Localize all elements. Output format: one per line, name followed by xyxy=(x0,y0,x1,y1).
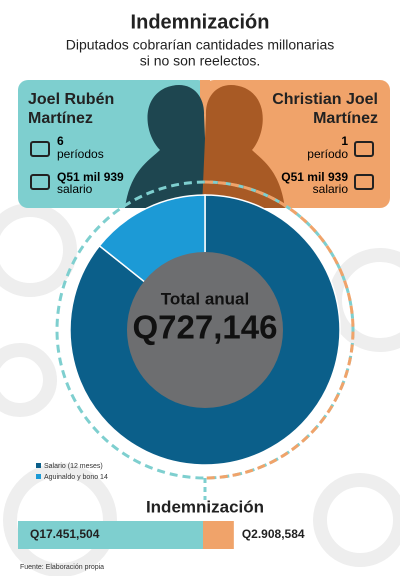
subtitle: si no son reelectos. xyxy=(140,53,261,69)
legend-label: Aguinaldo y bono 14 xyxy=(44,474,108,481)
person-name: Joel Rubén xyxy=(28,91,114,108)
bar xyxy=(18,521,203,549)
person-name: Martínez xyxy=(28,110,93,127)
salary: Q51 mil 939 xyxy=(281,170,348,184)
salary-label: salario xyxy=(57,182,93,196)
person-name: Martínez xyxy=(313,110,378,127)
legend-swatch xyxy=(36,474,41,479)
periods: 1 xyxy=(341,134,348,148)
periods: 6 xyxy=(57,134,64,148)
source: Fuente: Elaboración propia xyxy=(20,564,104,571)
silhouette xyxy=(202,85,285,208)
salary-label: salario xyxy=(313,182,349,196)
bar-label: Q17.451,504 xyxy=(30,527,100,541)
subtitle: Diputados cobrarían cantidades millonari… xyxy=(66,37,334,53)
icon xyxy=(30,141,50,157)
donut-hole xyxy=(127,252,283,408)
legend-swatch xyxy=(36,463,41,468)
icon xyxy=(354,141,374,157)
salary: Q51 mil 939 xyxy=(57,170,124,184)
periods-label: períodos xyxy=(57,147,104,161)
title: Indemnización xyxy=(131,11,270,33)
bar-title: Indemnización xyxy=(146,497,264,516)
bar-label: Q2.908,584 xyxy=(242,527,305,541)
silhouette xyxy=(125,85,208,208)
legend-label: Salario (12 meses) xyxy=(44,463,103,470)
dashed-ring xyxy=(55,180,355,480)
icon xyxy=(354,174,374,190)
periods-label: período xyxy=(307,147,348,161)
dashed-ring xyxy=(204,180,355,480)
center-value: Q727,146 xyxy=(133,309,278,346)
person-name: Christian Joel xyxy=(272,91,378,108)
bar xyxy=(203,521,234,549)
icon xyxy=(30,174,50,190)
center-label: Total anual xyxy=(161,289,249,308)
